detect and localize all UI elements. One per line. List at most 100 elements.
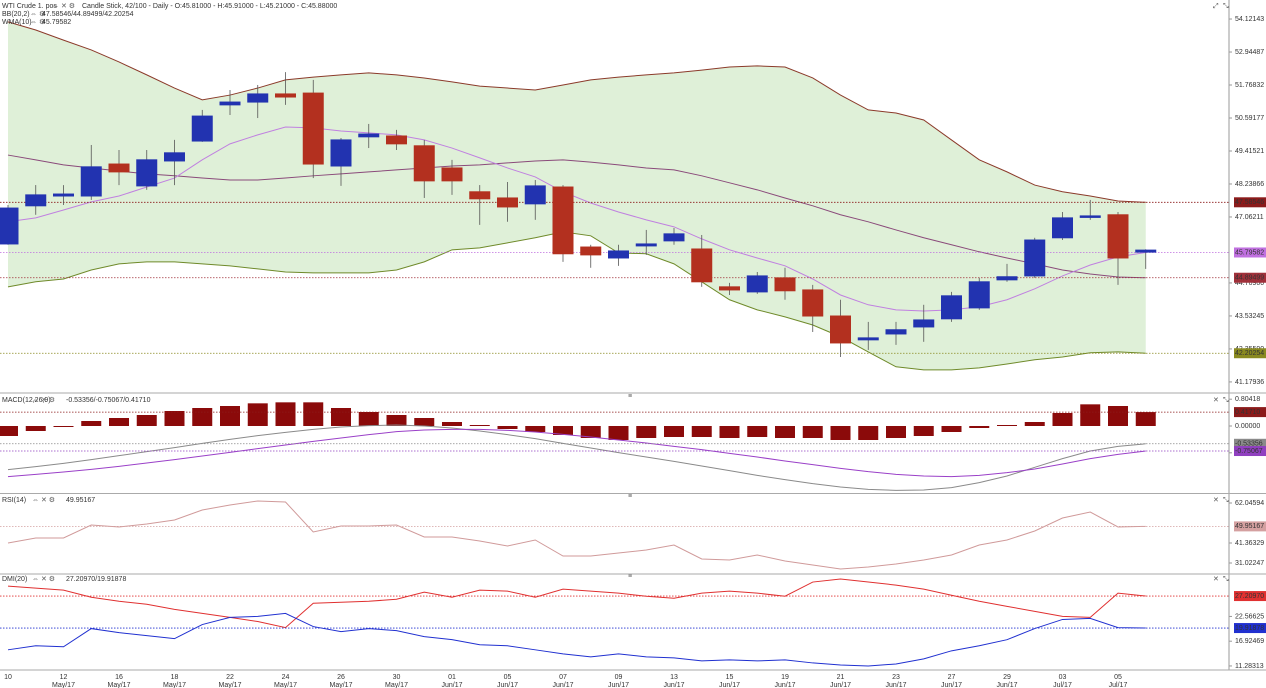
candle-body [913,319,935,328]
y-tick-label: 49.41521 [1235,148,1264,155]
candle-body [469,191,491,200]
expand-icon[interactable]: ✕ [1213,497,1219,504]
last-value-label: -0.75067 [1235,448,1263,455]
indicator-label: MACD(12,26,9) [2,397,51,404]
candle-body [441,167,463,182]
last-value-label: -0.53356 [1235,441,1263,448]
histogram-bar [192,408,213,426]
y-tick-label: 41.36329 [1235,540,1264,547]
histogram-bar [969,426,990,428]
x-tick-month: Jul/17 [1109,682,1128,688]
x-tick-label: 29 [1003,674,1011,681]
last-value-box [1234,438,1266,449]
indicator-readout: 49.95167 [66,497,95,504]
candle-body [802,289,824,317]
series-line [7,424,1146,491]
candle-body [1107,214,1129,259]
expand-icon[interactable]: ⤢ [1213,3,1219,10]
last-value-box [1234,623,1266,634]
histogram-bar [442,422,462,426]
overlay-label: WMA(10) [2,19,32,26]
x-tick-month: Jun/17 [774,682,795,688]
y-tick-label: 50.59177 [1235,115,1264,122]
x-tick-month: May/17 [274,682,297,688]
x-tick-month: Jun/17 [885,682,906,688]
histogram-bar [1052,413,1073,426]
close-icon[interactable]: ⤡ [1223,576,1229,583]
x-tick-label: 23 [892,674,900,681]
candle-body [774,277,796,292]
y-tick-label: 11.28313 [1235,663,1264,670]
histogram-bar [1024,422,1045,426]
x-tick-month: May/17 [108,682,131,688]
chart-subtitle: Candle Stick, 42/100 - Daily - O:45.8100… [82,3,337,10]
expand-icon[interactable]: ✕ [1213,397,1219,404]
candle-body [580,246,602,256]
histogram-bar [275,402,296,426]
candle-body [1052,217,1073,239]
close-icon[interactable]: ⤡ [1223,397,1229,404]
histogram-bar [0,426,18,436]
candle-body [941,295,962,320]
histogram-bar [247,403,268,426]
candle-body [1135,249,1157,253]
histogram-bar [414,418,435,426]
y-tick-label: 44.70900 [1235,280,1264,287]
overlay-readout: 47.58546/44.89499/42.20254 [42,11,134,18]
splitter[interactable]: ≡ [628,393,632,400]
candle-body [80,166,102,197]
close-icon[interactable]: ⤡ [1223,3,1229,10]
x-tick-month: Jun/17 [608,682,629,688]
candle-body [191,115,213,142]
last-value-box [1234,591,1266,602]
y-tick-label: 54.12143 [1235,16,1264,23]
splitter[interactable]: ≡ [628,573,632,580]
histogram-bar [469,425,490,426]
candle-body [857,337,879,341]
candle-body [719,286,740,291]
candle-body [25,194,47,207]
band-fill [8,21,1146,370]
histogram-bar [525,426,546,432]
expand-icon[interactable]: ✕ [1213,576,1219,583]
x-tick-month: Jul/17 [1053,682,1072,688]
x-tick-label: 26 [337,674,345,681]
candle-body [497,197,518,208]
histogram-bar [1135,412,1156,426]
candle-body [830,315,851,344]
candle-body [608,250,629,259]
histogram-bar [636,426,657,438]
x-tick-label: 09 [615,674,623,681]
histogram-bar [580,426,601,438]
x-tick-label: 24 [282,674,290,681]
x-tick-month: May/17 [52,682,75,688]
x-tick-label: 18 [171,674,179,681]
header-icons: ⇔ ✕ ⚙ [52,2,75,10]
candle-body [302,92,324,165]
last-value-label: 27.20970 [1235,593,1264,600]
y-tick-label: 43.53245 [1235,313,1264,320]
candle-body [53,193,74,197]
candle-body [746,275,768,293]
candle-body [663,233,685,242]
histogram-bar [664,426,684,437]
y-tick-label: 0.00000 [1235,423,1260,430]
candle-body [275,93,296,98]
chart-title: WTI Crude 1. pos [2,3,57,10]
splitter[interactable]: ≡ [628,493,632,500]
candle-body [386,135,407,145]
candle-body [413,145,435,182]
histogram-bar [997,425,1017,426]
histogram-bar [747,426,768,437]
last-value-label: 0.41710 [1235,409,1260,416]
candle-body [1079,215,1101,218]
y-tick-label: 0.80418 [1235,396,1260,403]
histogram-bar [775,426,795,438]
y-tick-label: 52.94487 [1235,49,1264,56]
x-tick-label: 03 [1059,674,1067,681]
close-icon[interactable]: ⤡ [1223,497,1229,504]
y-tick-label: 47.06211 [1235,214,1264,221]
last-value-box [1234,446,1266,457]
series-line [7,500,1146,570]
